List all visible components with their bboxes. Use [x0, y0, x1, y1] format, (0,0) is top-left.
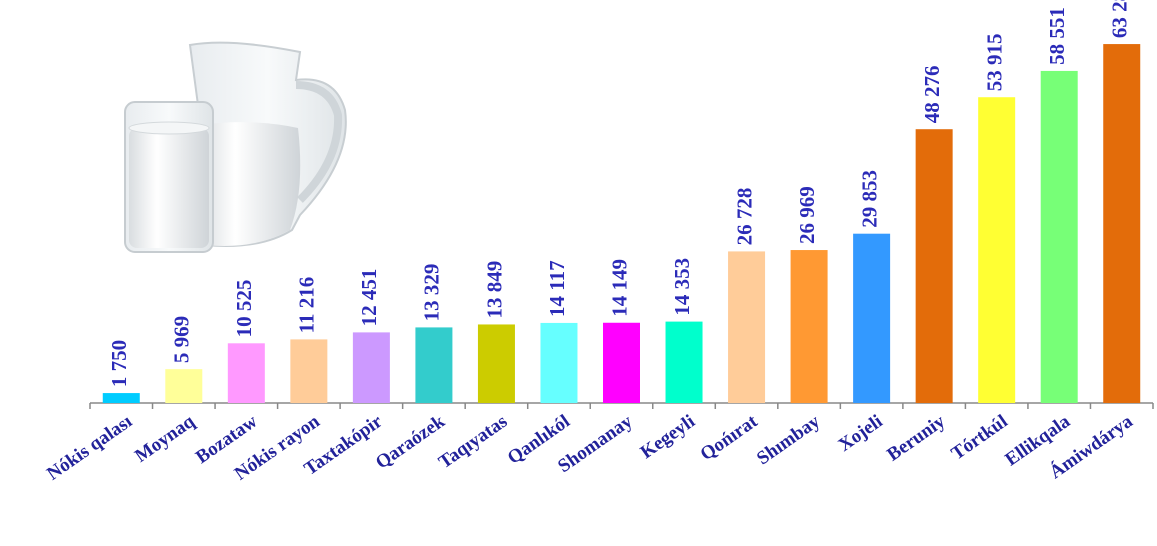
value-label: 26 728 — [732, 188, 756, 246]
bar — [1103, 44, 1140, 403]
bar — [353, 332, 390, 403]
bar — [1041, 71, 1078, 403]
value-label: 26 969 — [795, 186, 819, 244]
x-tick-label: Xojeli — [835, 411, 887, 456]
value-label: 29 853 — [857, 170, 881, 228]
bar — [603, 323, 640, 403]
x-tick-label: Taqıyatas — [435, 411, 511, 473]
value-label: 12 451 — [357, 269, 381, 327]
bar — [540, 323, 577, 403]
value-label: 53 915 — [982, 33, 1006, 91]
value-label: 13 849 — [482, 261, 506, 319]
bar — [791, 250, 828, 403]
bar — [165, 369, 202, 403]
x-tick-label: Qaraózek — [372, 411, 449, 474]
bar — [478, 324, 515, 403]
bar — [978, 97, 1015, 403]
value-label: 14 117 — [545, 260, 569, 317]
value-label: 14 353 — [670, 258, 694, 316]
chart: 1 750Nókis qalası5 969Moynaq10 525Bozata… — [0, 0, 1157, 546]
value-label: 14 149 — [607, 259, 631, 317]
value-label: 58 551 — [1045, 7, 1069, 65]
bar — [103, 393, 140, 403]
value-label: 13 329 — [420, 264, 444, 322]
x-tick-label: Moynaq — [131, 411, 199, 467]
x-tick-label: Shımbay — [753, 411, 824, 470]
value-label: 63 287 — [1108, 0, 1132, 38]
x-tick-label: Tórtkúl — [948, 411, 1012, 465]
bar — [415, 327, 452, 403]
bar — [853, 234, 890, 403]
x-tick-label: Nókis qalası — [43, 411, 136, 485]
milk-illustration — [125, 43, 346, 252]
x-tick-label: Kegeyli — [637, 411, 699, 463]
bar — [728, 251, 765, 403]
bar — [666, 322, 703, 403]
bar — [290, 339, 327, 403]
x-tick-label: Qońırat — [697, 411, 762, 466]
value-label: 11 216 — [295, 277, 319, 334]
bar — [228, 343, 265, 403]
bar — [916, 129, 953, 403]
x-tick-label: Beruniy — [883, 411, 949, 466]
value-label: 1 750 — [107, 340, 131, 387]
value-label: 10 525 — [232, 280, 256, 338]
value-label: 5 969 — [170, 316, 194, 363]
value-label: 48 276 — [920, 65, 944, 123]
